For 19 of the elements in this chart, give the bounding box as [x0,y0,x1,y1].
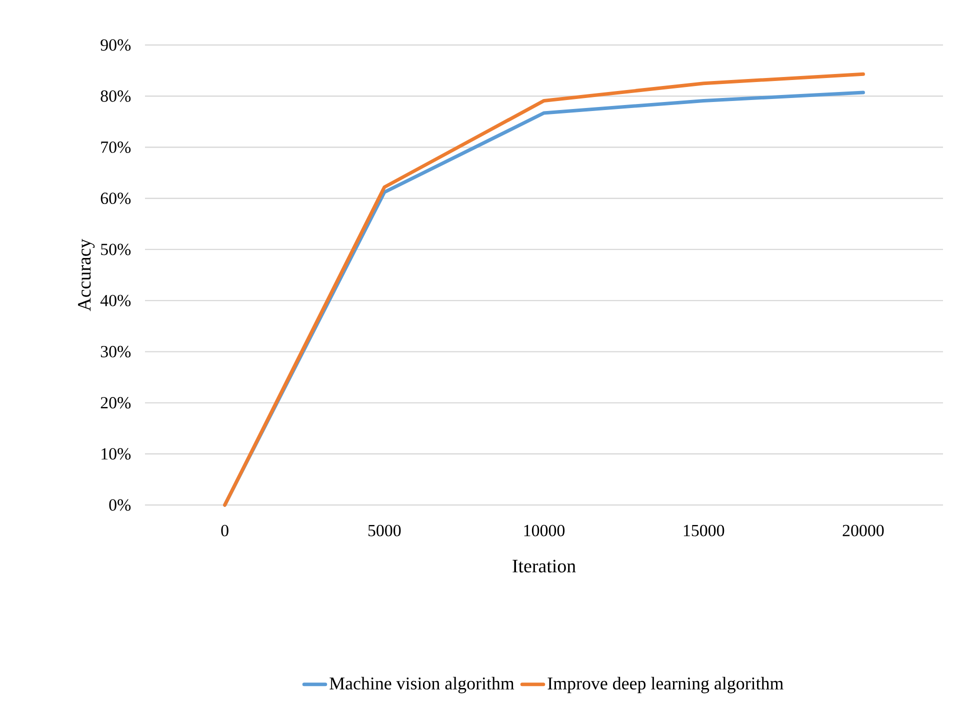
y-tick-label: 40% [100,294,131,306]
legend-label: Improve deep learning algorithm [548,676,784,694]
y-tick-label: 10% [102,448,131,460]
x-tick-label: 20000 [842,524,884,536]
x-tick-label: 10000 [524,524,565,536]
x-tick-label: 5000 [368,524,401,536]
y-tick-label: 90% [100,39,131,51]
x-axis-title: Iteration [512,560,576,572]
y-tick-label: 60% [100,192,131,204]
y-axis-title: Accuracy [78,238,95,312]
y-tick-label: 50% [101,244,131,256]
y-tick-label: 0% [109,499,131,511]
y-tick-label: 80% [100,90,131,102]
y-tick-label: 70% [101,141,131,153]
y-tick-label: 20% [100,397,131,409]
y-tick-label: 30% [100,346,131,358]
x-tick-label: 0 [221,524,228,536]
x-tick-label: 15000 [684,524,724,536]
legend-label: Machine vision algorithm [330,676,514,694]
